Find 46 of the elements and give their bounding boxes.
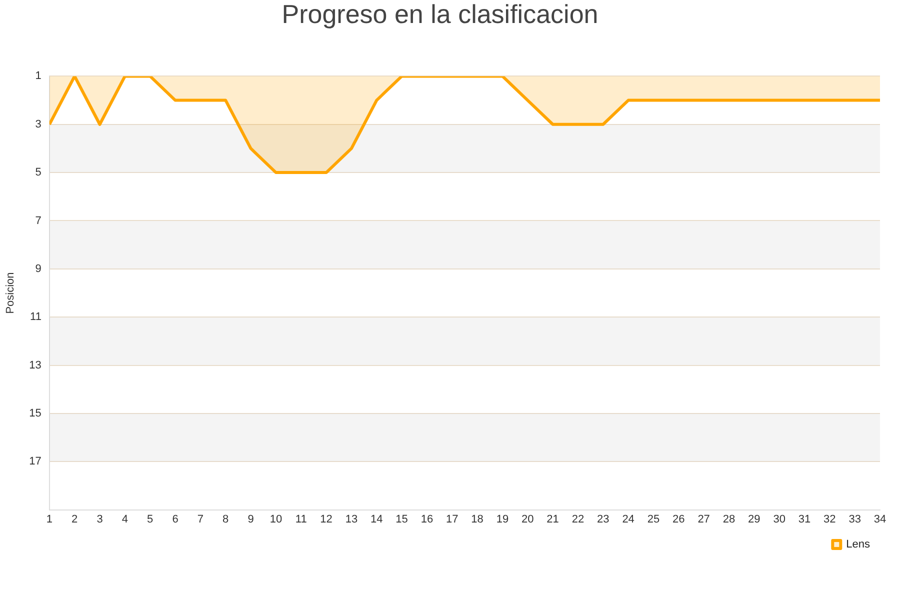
x-tick-label: 20 [522, 513, 534, 526]
y-tick-label: 7 [35, 214, 42, 227]
x-tick-label: 25 [647, 513, 660, 526]
x-tick-label: 30 [773, 513, 786, 526]
x-tick-label: 3 [96, 513, 103, 526]
x-tick-label: 27 [698, 513, 710, 526]
x-tick-label: 33 [848, 513, 861, 526]
x-tick-label: 13 [345, 513, 358, 526]
y-axis-title: Posicion [4, 272, 17, 314]
x-tick-label: 2 [72, 513, 78, 526]
x-tick-label: 9 [248, 513, 254, 526]
x-tick-label: 12 [320, 513, 332, 526]
x-tick-label: 14 [370, 513, 383, 526]
y-tick-label: 5 [35, 166, 42, 179]
x-tick-label: 23 [597, 513, 610, 526]
x-tick-label: 1 [46, 513, 52, 526]
x-tick-label: 11 [295, 513, 307, 526]
x-tick-label: 16 [420, 513, 434, 526]
legend-label: Lens [846, 538, 870, 551]
y-tick-label: 3 [35, 118, 42, 130]
x-tick-label: 22 [572, 513, 584, 526]
x-tick-label: 4 [122, 513, 128, 526]
y-tick-label: 13 [29, 359, 42, 372]
x-tick-label: 8 [222, 513, 229, 526]
x-tick-label: 19 [496, 513, 509, 526]
x-tick-label: 31 [798, 513, 811, 526]
x-tick-label: 17 [446, 513, 458, 526]
x-tick-label: 7 [197, 513, 204, 526]
y-tick-label: 9 [35, 262, 42, 275]
y-tick-label: 1 [35, 70, 42, 82]
x-tick-label: 10 [270, 513, 282, 526]
x-tick-label: 18 [471, 513, 484, 526]
x-tick-label: 28 [722, 513, 736, 526]
x-tick-label: 15 [396, 513, 408, 526]
x-tick-label: 32 [824, 513, 836, 526]
x-tick-label: 5 [147, 513, 154, 526]
x-tick-label: 34 [874, 513, 886, 526]
x-tick-label: 21 [546, 513, 559, 526]
y-tick-label: 11 [30, 311, 42, 324]
x-tick-label: 6 [172, 513, 178, 526]
y-tick-label: 17 [29, 456, 42, 468]
x-tick-label: 29 [748, 513, 760, 526]
y-tick-label: 15 [29, 407, 42, 420]
x-tick-label: 24 [622, 513, 634, 526]
chart-title: Progreso en la clasificacion [282, 0, 598, 29]
x-tick-label: 26 [672, 513, 685, 526]
